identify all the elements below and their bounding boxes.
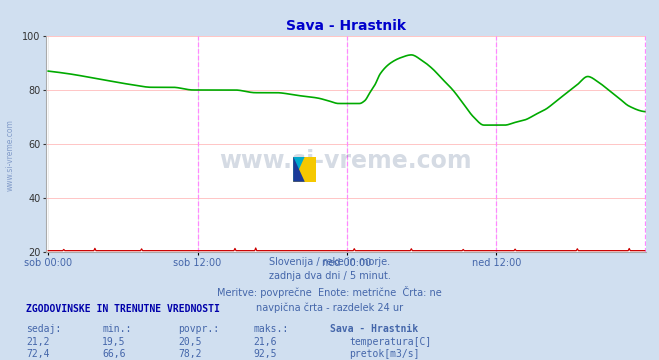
Text: temperatura[C]: temperatura[C] bbox=[349, 337, 432, 347]
Text: min.:: min.: bbox=[102, 324, 132, 334]
Text: ZGODOVINSKE IN TRENUTNE VREDNOSTI: ZGODOVINSKE IN TRENUTNE VREDNOSTI bbox=[26, 304, 220, 314]
Text: 72,4: 72,4 bbox=[26, 349, 50, 359]
Text: 19,5: 19,5 bbox=[102, 337, 126, 347]
Text: 20,5: 20,5 bbox=[178, 337, 202, 347]
Text: Sava - Hrastnik: Sava - Hrastnik bbox=[330, 324, 418, 334]
Text: 66,6: 66,6 bbox=[102, 349, 126, 359]
Text: 92,5: 92,5 bbox=[254, 349, 277, 359]
Text: 78,2: 78,2 bbox=[178, 349, 202, 359]
Text: www.si-vreme.com: www.si-vreme.com bbox=[5, 119, 14, 191]
Polygon shape bbox=[293, 157, 304, 182]
Text: sedaj:: sedaj: bbox=[26, 324, 61, 334]
Text: www.si-vreme.com: www.si-vreme.com bbox=[219, 149, 473, 173]
Text: maks.:: maks.: bbox=[254, 324, 289, 334]
Text: 21,6: 21,6 bbox=[254, 337, 277, 347]
Title: Sava - Hrastnik: Sava - Hrastnik bbox=[286, 19, 406, 33]
Text: povpr.:: povpr.: bbox=[178, 324, 219, 334]
Text: 21,2: 21,2 bbox=[26, 337, 50, 347]
Polygon shape bbox=[293, 157, 304, 182]
Text: pretok[m3/s]: pretok[m3/s] bbox=[349, 349, 420, 359]
Text: Slovenija / reke in morje.
zadnja dva dni / 5 minut.
Meritve: povprečne  Enote: : Slovenija / reke in morje. zadnja dva dn… bbox=[217, 257, 442, 313]
